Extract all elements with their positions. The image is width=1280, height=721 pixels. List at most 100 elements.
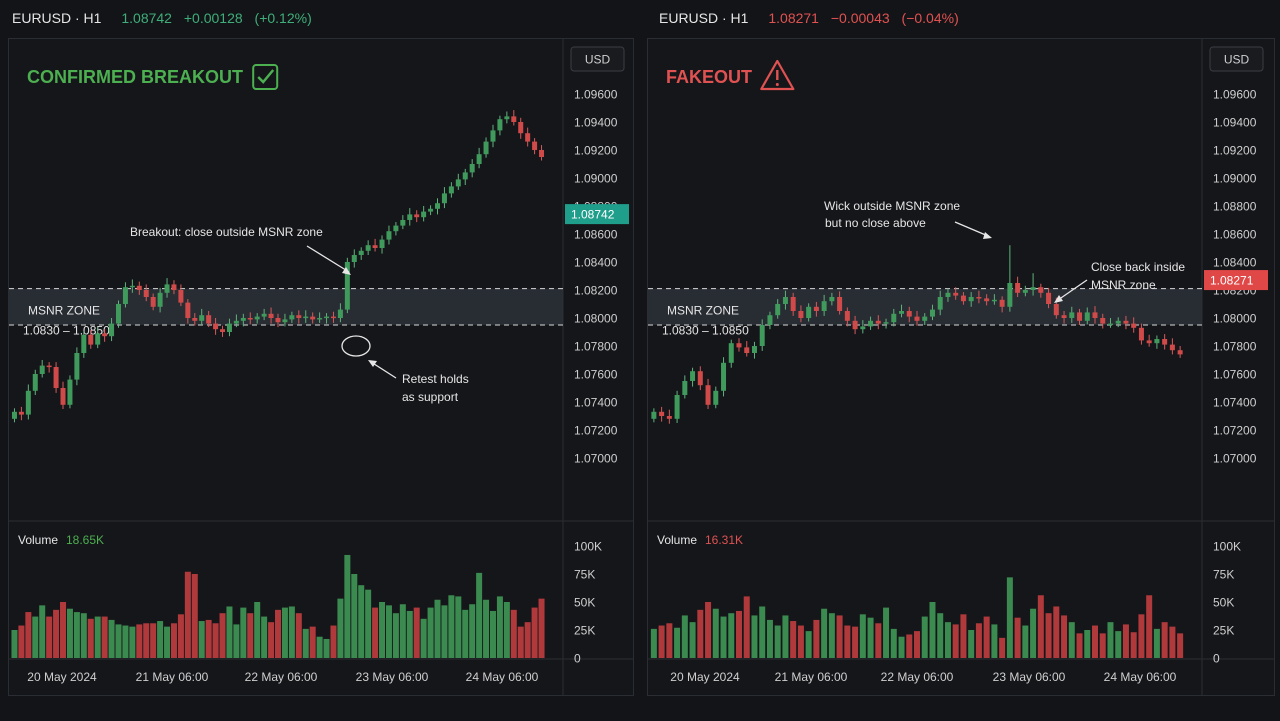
volume-bar (80, 613, 87, 658)
volume-bar (906, 634, 913, 658)
candle-body (157, 292, 163, 307)
candle-body (1084, 312, 1090, 321)
volume-bar (94, 616, 101, 658)
chart-badge-title: CONFIRMED BREAKOUT (27, 67, 243, 87)
y-tick-label: 1.07800 (574, 340, 618, 354)
volume-bar (427, 607, 434, 658)
msnr-zone-band (9, 288, 563, 325)
candle-body (435, 203, 441, 209)
candle-body (317, 318, 323, 320)
volume-bar (448, 595, 455, 658)
breakout-chart-svg[interactable]: USD1.096001.094001.092001.090001.088001.… (9, 39, 633, 695)
y-tick-label: 1.09400 (1213, 116, 1257, 130)
candle-body (88, 334, 94, 345)
candle-body (1092, 312, 1098, 318)
volume-bar (743, 596, 750, 658)
volume-bar (462, 609, 469, 658)
y-tick-label: 1.07600 (574, 368, 618, 382)
annotation-arrowhead (368, 360, 377, 367)
candle-body (192, 318, 198, 321)
candle-body (798, 311, 804, 318)
volume-bar (774, 625, 781, 658)
chart-panel-breakout[interactable]: USD1.096001.094001.092001.090001.088001.… (8, 38, 634, 696)
volume-bar (254, 602, 261, 658)
currency-label[interactable]: USD (585, 53, 611, 67)
volume-bar (991, 624, 998, 658)
candle-body (268, 313, 274, 318)
candle-body (344, 262, 350, 310)
volume-bar (247, 613, 254, 658)
volume-bar (944, 622, 951, 658)
volume-bar (510, 609, 517, 658)
y-tick-label: 1.07400 (1213, 396, 1257, 410)
candle-body (532, 141, 538, 150)
last-price-text: 1.08742 (571, 208, 615, 222)
currency-label[interactable]: USD (1224, 53, 1250, 67)
volume-tick-label: 25K (1213, 624, 1234, 638)
currency-button[interactable] (1209, 46, 1264, 72)
candle-body (462, 172, 468, 180)
y-tick-label: 1.09000 (574, 172, 618, 186)
candle-body (1030, 287, 1036, 290)
volume-bar (108, 619, 115, 658)
candle-body (844, 311, 850, 321)
candle-body (1015, 283, 1021, 293)
candle-body (1077, 312, 1083, 321)
volume-tick-label: 100K (1213, 540, 1241, 554)
volume-label: Volume (657, 533, 697, 547)
candle-body (852, 320, 858, 330)
volume-tick-label: 50K (574, 596, 595, 610)
volume-bar (441, 605, 448, 658)
last-price-tag (1204, 270, 1268, 291)
candle-body (296, 315, 302, 318)
volume-bar (302, 628, 309, 658)
candle-body (441, 193, 447, 204)
volume-bar (681, 615, 688, 658)
annotation-arrowhead (342, 267, 351, 275)
y-tick-label: 1.07400 (574, 396, 618, 410)
volume-bar (330, 625, 337, 658)
symbol-label[interactable]: EURUSD · H1 (659, 10, 749, 26)
candle-body (690, 371, 696, 381)
candle-body (164, 284, 170, 293)
volume-bar (1107, 622, 1114, 658)
candle-body (899, 311, 905, 314)
candle-body (1115, 320, 1121, 324)
warning-icon-dot (775, 83, 779, 86)
candle-body (254, 316, 260, 320)
y-tick-label: 1.09200 (574, 144, 618, 158)
x-tick-label: 20 May 2024 (27, 670, 97, 684)
volume-bar (372, 607, 379, 658)
symbol-label[interactable]: EURUSD · H1 (12, 10, 102, 26)
zone-range: 1.0830 – 1.0850 (23, 324, 110, 338)
x-tick-label: 21 May 06:00 (136, 670, 209, 684)
candle-body (421, 211, 427, 218)
volume-bar (420, 618, 427, 658)
candle-body (1069, 312, 1075, 318)
volume-bar (399, 604, 406, 658)
volume-bar (39, 605, 46, 658)
candle-body (953, 292, 959, 296)
candle-body (220, 329, 226, 332)
volume-bar (184, 571, 191, 658)
candle-body (829, 297, 835, 302)
currency-button[interactable] (570, 46, 625, 72)
volume-bar (1130, 632, 1137, 658)
candle-body (883, 322, 889, 324)
volume-bar (821, 608, 828, 658)
candle-body (674, 395, 680, 419)
candle-body (1046, 292, 1052, 304)
candle-body (984, 298, 990, 302)
volume-bar (937, 613, 944, 658)
candle-body (790, 297, 796, 311)
volume-bar (875, 623, 882, 658)
fakeout-chart-svg[interactable]: USD 1.09600 1.09400 1.09200 1.09000 1.08800 1.… (648, 39, 1274, 695)
candle-body (1138, 327, 1144, 341)
volume-bar (921, 616, 928, 658)
chart-panel-fakeout[interactable]: USD 1.09600 1.09400 1.09200 1.09000 1.08800 1.… (647, 38, 1275, 696)
volume-bar (60, 602, 67, 658)
candle-body (330, 316, 336, 319)
volume-bar (268, 622, 275, 658)
candle-body (337, 309, 343, 318)
candle-body (651, 411, 657, 419)
